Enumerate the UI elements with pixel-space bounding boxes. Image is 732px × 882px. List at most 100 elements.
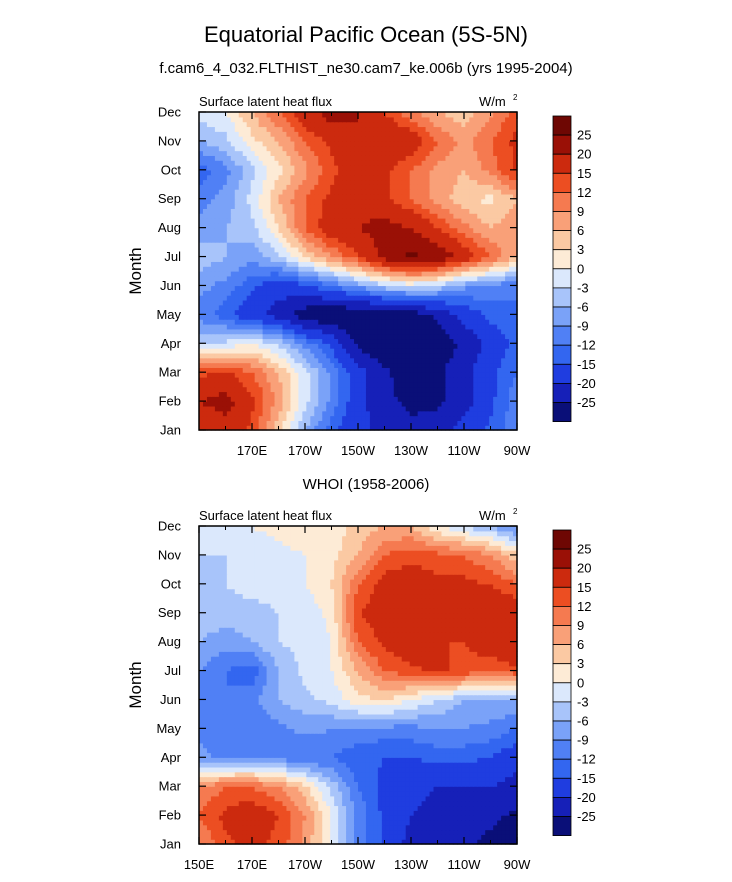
heatmap-cell	[489, 396, 494, 402]
heatmap-cell	[425, 401, 431, 407]
heatmap-cell	[413, 179, 419, 185]
heatmap-cell	[441, 352, 447, 359]
heatmap-cell	[334, 309, 339, 315]
heatmap-cell	[381, 237, 387, 243]
heatmap-cell	[222, 266, 228, 272]
heatmap-cell	[294, 160, 299, 166]
heatmap-cell	[326, 333, 331, 340]
heatmap-cell	[473, 304, 478, 311]
heatmap-cell	[358, 184, 363, 190]
heatmap-cell	[266, 304, 272, 311]
heatmap-cell	[199, 377, 204, 383]
heatmap-cell	[489, 165, 494, 171]
heatmap-cell	[302, 145, 307, 152]
heatmap-cell	[262, 309, 268, 315]
heatmap-cell	[286, 237, 292, 243]
heatmap-cell	[501, 410, 506, 417]
heatmap-cell	[493, 189, 498, 195]
heatmap-cell	[302, 271, 307, 277]
heatmap-cell	[342, 290, 347, 296]
heatmap-cell	[437, 415, 443, 421]
heatmap-cell	[314, 367, 319, 373]
heatmap-cell	[226, 285, 232, 291]
heatmap-cell	[493, 179, 498, 185]
heatmap-cell	[230, 174, 236, 181]
heatmap-cell	[306, 420, 311, 426]
heatmap-cell	[441, 396, 447, 402]
heatmap-cell	[429, 208, 435, 214]
heatmap-cell	[421, 386, 427, 393]
heatmap-cell	[373, 381, 379, 388]
heatmap-cell	[489, 169, 494, 176]
heatmap-cell	[306, 391, 311, 397]
heatmap-cell	[501, 309, 506, 315]
heatmap-cell	[365, 169, 371, 176]
heatmap-cell	[294, 256, 299, 262]
heatmap-cell	[230, 338, 236, 344]
heatmap-cell	[218, 271, 224, 277]
heatmap-cell	[465, 242, 470, 248]
heatmap-cell	[485, 251, 490, 258]
heatmap-cell	[350, 401, 355, 407]
heatmap-cell	[242, 271, 248, 277]
heatmap-cell	[294, 213, 299, 219]
heatmap-cell	[254, 415, 260, 421]
heatmap-cell	[389, 319, 395, 325]
heatmap-cell	[425, 391, 431, 397]
heatmap-cell	[262, 324, 268, 330]
heatmap-cell	[393, 352, 399, 359]
heatmap-cell	[358, 405, 363, 412]
heatmap-cell	[238, 285, 244, 291]
heatmap-cell	[354, 266, 359, 272]
heatmap-cell	[509, 386, 514, 393]
heatmap-cell	[489, 242, 494, 248]
heatmap-cell	[421, 304, 427, 311]
heatmap-cell	[497, 352, 502, 359]
heatmap-cell	[377, 242, 383, 248]
heatmap-cell	[322, 222, 327, 229]
heatmap-cell	[369, 213, 375, 219]
heatmap-cell	[509, 179, 514, 185]
heatmap-cell	[401, 271, 407, 277]
heatmap-cell	[393, 213, 399, 219]
heatmap-cell	[358, 304, 363, 311]
heatmap-cell	[314, 246, 319, 253]
heatmap-cell	[286, 386, 292, 393]
heatmap-cell	[310, 126, 315, 132]
heatmap-cell	[481, 295, 486, 301]
heatmap-cell	[338, 218, 343, 224]
heatmap-cell	[497, 140, 502, 147]
heatmap-cell	[397, 150, 403, 156]
heatmap-cell	[222, 271, 228, 277]
heatmap-cell	[409, 179, 415, 185]
heatmap-cell	[314, 410, 319, 417]
heatmap-cell	[346, 198, 351, 205]
heatmap-cell	[429, 184, 435, 190]
heatmap-cell	[214, 213, 220, 219]
heatmap-cell	[266, 420, 272, 426]
heatmap-cell	[433, 145, 439, 152]
heatmap-cell	[485, 150, 490, 156]
heatmap-cell	[501, 237, 506, 243]
heatmap-cell	[218, 237, 224, 243]
heatmap-cell	[342, 251, 347, 258]
heatmap-cell	[481, 299, 486, 306]
heatmap-cell	[354, 415, 359, 421]
heatmap-cell	[461, 275, 466, 282]
heatmap-cell	[306, 251, 311, 258]
heatmap-cell	[429, 136, 435, 142]
heatmap-cell	[485, 184, 490, 190]
heatmap-cell	[397, 425, 403, 431]
heatmap-cell	[246, 160, 252, 166]
heatmap-cell	[425, 246, 431, 253]
heatmap-cell	[369, 222, 375, 229]
heatmap-cell	[310, 410, 315, 417]
heatmap-cell	[310, 218, 315, 224]
heatmap-cell	[477, 160, 482, 166]
heatmap-cell	[358, 222, 363, 229]
heatmap-cell	[377, 324, 383, 330]
heatmap-cell	[258, 251, 264, 258]
heatmap-cell	[306, 256, 311, 262]
heatmap-cell	[242, 203, 248, 209]
heatmap-cell	[405, 193, 411, 200]
